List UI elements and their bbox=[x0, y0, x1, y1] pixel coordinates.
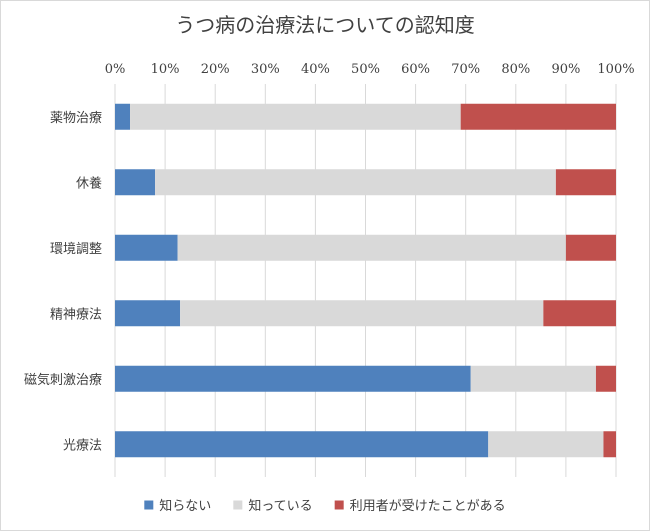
bar-segment bbox=[177, 234, 566, 261]
x-tick-label: 100% bbox=[597, 62, 634, 77]
x-tick-label: 40% bbox=[301, 62, 330, 77]
legend-item: 利用者が受けたことがある bbox=[334, 499, 506, 514]
x-tick-label: 30% bbox=[251, 62, 280, 77]
x-tick-label: 0% bbox=[105, 62, 126, 77]
gridlines bbox=[114, 84, 617, 477]
bar-segment bbox=[565, 234, 616, 261]
category-label: 環境調整 bbox=[50, 242, 102, 257]
bars bbox=[115, 103, 616, 458]
chart-title: うつ病の治療法についての認知度 bbox=[175, 13, 474, 37]
category-label: 磁気刺激治療 bbox=[24, 372, 102, 388]
x-tick-labels: 0% 10% 20% 30% 40% 50% 60% 70% 80% 90% 100% bbox=[105, 62, 635, 77]
legend-swatch bbox=[334, 500, 344, 510]
legend: 知らない 知っている 利用者が受けたことがある bbox=[144, 498, 506, 514]
bar-segment bbox=[555, 169, 616, 196]
bar-segment bbox=[180, 300, 544, 327]
legend-item: 知っている bbox=[233, 498, 313, 514]
legend-label: 知らない bbox=[159, 498, 211, 514]
legend-label: 知っている bbox=[248, 498, 312, 514]
bar-segment bbox=[115, 234, 178, 261]
category-label: 休養 bbox=[76, 175, 102, 191]
bar-segment bbox=[115, 431, 489, 458]
legend-label: 利用者が受けたことがある bbox=[350, 499, 506, 514]
bar-segment bbox=[115, 103, 131, 130]
category-label: 光療法 bbox=[63, 438, 102, 453]
x-tick-label: 70% bbox=[451, 62, 480, 77]
bar-segment bbox=[155, 169, 556, 196]
bar-segment bbox=[595, 365, 616, 392]
bar-segment bbox=[115, 300, 181, 327]
bar-segment bbox=[115, 169, 156, 196]
x-tick-label: 10% bbox=[151, 62, 180, 77]
x-tick-label: 20% bbox=[201, 62, 230, 77]
x-tick-label: 60% bbox=[401, 62, 430, 77]
legend-swatch bbox=[233, 500, 243, 510]
bar-segment bbox=[115, 365, 471, 392]
bar-segment bbox=[543, 300, 616, 327]
x-tick-label: 90% bbox=[551, 62, 580, 77]
bar-segment bbox=[488, 431, 604, 458]
x-tick-label: 80% bbox=[501, 62, 530, 77]
legend-swatch bbox=[144, 500, 154, 510]
bar-segment bbox=[130, 103, 461, 130]
x-tick-label: 50% bbox=[351, 62, 380, 77]
bar-segment bbox=[470, 365, 596, 392]
category-label: 精神療法 bbox=[50, 307, 102, 322]
bar-segment bbox=[460, 103, 616, 130]
bar-segment bbox=[603, 431, 616, 458]
category-label: 薬物治療 bbox=[50, 111, 102, 126]
legend-item: 知らない bbox=[144, 498, 211, 514]
